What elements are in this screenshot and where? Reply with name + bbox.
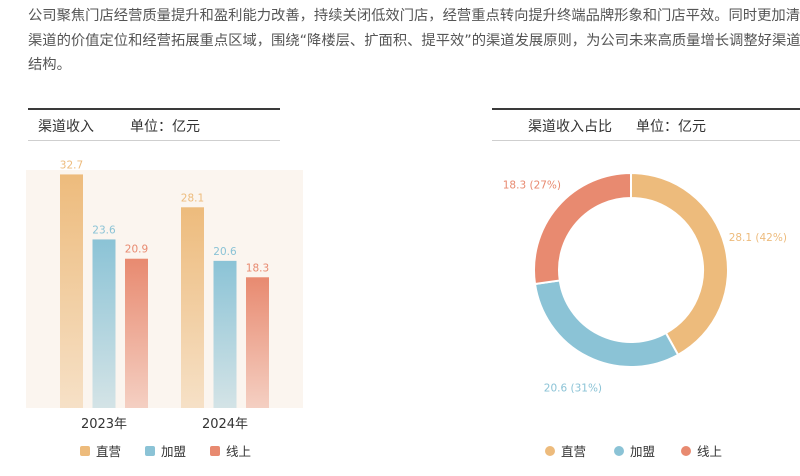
bar-chart-unit: 单位：亿元 [130,119,200,135]
legend-item-franchise: 加盟 [614,441,655,460]
slice-value-label: 20.6 (31%) [544,382,602,394]
bar-value-label: 20.9 [125,244,148,256]
bar-value-label: 23.6 [92,224,116,236]
intro-paragraph: 公司聚焦门店经营质量提升和盈利能力改善，持续关闭低效门店，经营重点转向提升终端品… [28,4,800,78]
bar [246,277,269,408]
slice-value-label: 28.1 (42%) [729,232,787,244]
donut-chart: 28.1 (42%) 20.6 (31%) 18.3 (27%) [503,171,787,394]
intro-line: 结构。 [28,57,71,73]
bar-chart-header: 渠道收入 单位：亿元 [28,108,280,141]
legend-item-direct: 直营 [80,441,121,460]
donut-slice [630,171,729,357]
bar [213,260,237,408]
pie-chart-unit: 单位：亿元 [636,119,706,135]
legend-swatch [545,445,555,456]
legend-label: 加盟 [161,444,187,459]
legend-item-direct: 直营 [545,441,586,460]
pie-chart-title: 渠道收入占比 [528,119,612,135]
legend-item-franchise: 加盟 [145,441,186,460]
bar [181,207,204,408]
donut-slice [533,171,632,286]
legend-swatch [210,445,220,456]
bar [60,174,83,408]
bar-value-label: 28.1 [181,192,204,204]
bar-value-label: 32.7 [60,159,83,171]
slice-value-label: 18.3 (27%) [503,179,561,191]
bar-chart-title: 渠道收入 [38,119,94,135]
bar [92,239,116,408]
legend-swatch [145,445,155,456]
donut-slice [533,279,680,368]
bar-value-label: 20.6 [213,246,237,258]
intro-line: 渠道的价值定位和经营拓展重点区域，围绕“降楼层、扩面积、提平效”的渠道发展原则，… [28,32,800,49]
legend-item-online: 线上 [681,441,722,460]
bar-chart: 32.7 28.1 23.6 20.6 20.9 18.3 2023年 2024年 [26,159,303,432]
legend-label: 线上 [226,444,252,459]
legend-swatch [614,445,624,456]
legend-label: 直营 [96,444,122,459]
legend-item-online: 线上 [210,441,251,460]
legend-label: 加盟 [630,444,656,459]
category-label: 2024年 [202,417,248,432]
legend-label: 直营 [561,444,587,459]
legend-swatch [681,445,691,456]
pie-chart-header: 渠道收入占比 单位：亿元 [492,108,800,141]
bar [125,258,148,408]
bar-value-label: 18.3 [246,262,269,274]
intro-line: 公司聚焦门店经营质量提升和盈利能力改善，持续关闭低效门店，经营重点转向提升终端品… [28,8,800,24]
legend-label: 线上 [697,444,723,459]
legend-swatch [80,445,90,456]
category-label: 2023年 [81,417,127,432]
